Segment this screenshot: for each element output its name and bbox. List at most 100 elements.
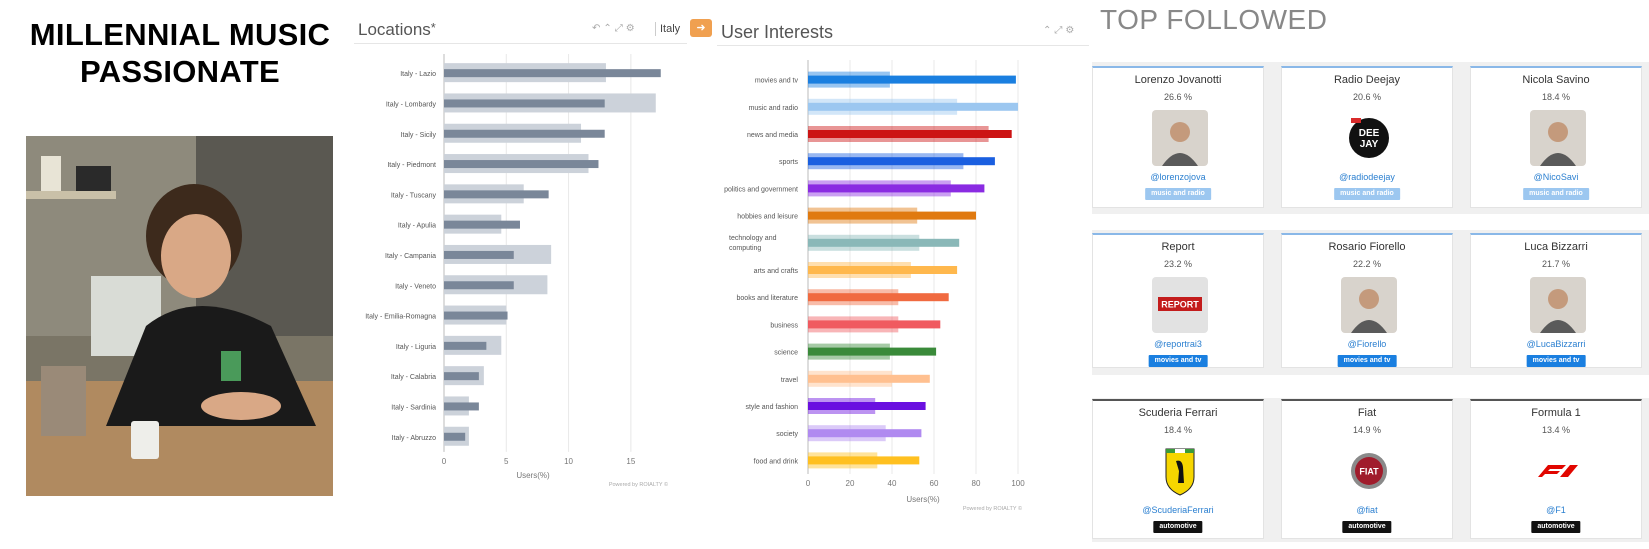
card-name: Report [1161, 241, 1195, 253]
x-axis-label: Users(%) [516, 471, 550, 480]
top-followed-card[interactable]: Formula 1 13.4 % @F1 automotive [1470, 399, 1642, 539]
bar-foreground [808, 266, 958, 274]
top-followed-card[interactable]: Nicola Savino 18.4 % @NicoSavi music and ra… [1470, 66, 1642, 208]
bar-foreground [808, 102, 1018, 111]
category-label: Italy - Campania [385, 253, 436, 260]
card-handle-link[interactable]: @NicoSavi [1533, 172, 1579, 182]
card-avatar[interactable] [1530, 277, 1586, 333]
card-avatar[interactable]: FIAT [1341, 443, 1397, 499]
bar-foreground [444, 432, 466, 441]
card-percentage: 18.4 % [1541, 92, 1571, 102]
interests-panel: User Interests ⌃⤢⚙ 0 20 40 60 80 100 movies an… [717, 16, 1089, 526]
top-followed-card[interactable]: Radio Deejay 20.6 % DEE JAY @radiodeejay musi… [1281, 66, 1453, 208]
card-name: Nicola Savino [1522, 74, 1590, 86]
card-percentage: 13.4 % [1541, 425, 1571, 435]
category-label: Italy - Apulia [398, 223, 436, 230]
country-go-button[interactable]: ➜ [690, 19, 712, 37]
card-avatar[interactable] [1530, 110, 1586, 166]
card-avatar[interactable] [1341, 277, 1397, 333]
bar-foreground [808, 184, 985, 193]
card-category-tag: movies and tv [1148, 355, 1208, 367]
card-percentage: 22.2 % [1352, 259, 1382, 269]
card-category-tag: movies and tv [1337, 355, 1397, 367]
card-percentage: 26.6 % [1163, 92, 1193, 102]
expand-icon[interactable]: ⤢ [1054, 25, 1066, 36]
x-tick-label: 15 [626, 457, 635, 466]
persona-photo-illustration [26, 136, 333, 496]
card-percentage: 23.2 % [1163, 259, 1193, 269]
card-name: Luca Bizzarri [1524, 241, 1588, 253]
bar-foreground [444, 220, 520, 229]
card-avatar[interactable] [1152, 110, 1208, 166]
card-handle-link[interactable]: @fiat [1356, 505, 1378, 515]
top-followed-card[interactable]: Rosario Fiorello 22.2 % @Fiorello movies an… [1281, 233, 1453, 368]
category-label: science [774, 350, 798, 357]
category-label: travel [781, 377, 799, 384]
bar-foreground [444, 341, 487, 350]
bar-foreground [808, 429, 922, 438]
card-handle-link[interactable]: @F1 [1546, 505, 1566, 515]
bar-foreground [808, 456, 920, 465]
category-label: sports [779, 159, 799, 166]
category-label: music and radio [749, 105, 799, 112]
locations-panel: Locations* ↶⌃⤢⚙ Italy 0 5 10 15 Italy - Lazi… [354, 14, 687, 514]
card-name: Fiat [1357, 407, 1377, 419]
top-followed-card[interactable]: Lorenzo Jovanotti 26.6 % @lorenzojova music… [1092, 66, 1264, 208]
top-followed-card[interactable]: Fiat 14.9 % FIAT @fiat automotive [1281, 399, 1453, 539]
card-handle-link[interactable]: @reportrai3 [1154, 339, 1202, 349]
svg-text:JAY: JAY [1360, 139, 1379, 150]
persona-photo [26, 136, 333, 496]
category-label: hobbies and leisure [737, 214, 798, 221]
ferrari-shield-icon [1152, 443, 1208, 499]
gear-icon[interactable]: ⚙ [1065, 25, 1078, 36]
bar-foreground [808, 238, 960, 247]
interests-tools: ⌃⤢⚙ [1043, 25, 1077, 36]
undo-icon[interactable]: ↶ [592, 23, 604, 34]
svg-text:FIAT: FIAT [1359, 467, 1379, 477]
card-percentage: 14.9 % [1352, 425, 1382, 435]
card-category-tag: automotive [1531, 521, 1581, 533]
locations-chart: 0 5 10 15 Italy - Lazio Italy - Lombardy Italy… [365, 54, 668, 488]
collapse-icon[interactable]: ⌃ [603, 23, 615, 34]
bar-foreground [444, 402, 479, 411]
card-name: Formula 1 [1531, 407, 1581, 419]
card-handle-link[interactable]: @radiodeejay [1339, 172, 1395, 182]
bar-foreground [808, 211, 976, 220]
country-selector-label[interactable]: Italy [660, 23, 681, 35]
divider [655, 22, 656, 36]
card-handle-link[interactable]: @lorenzojova [1150, 172, 1206, 182]
top-followed-card[interactable]: Report 23.2 % REPORT @reportrai3 movies and … [1092, 233, 1264, 368]
collapse-icon[interactable]: ⌃ [1043, 25, 1055, 36]
card-name: Rosario Fiorello [1328, 241, 1406, 253]
persona-title: MILLENNIAL MUSIC PASSIONATE [8, 16, 352, 90]
card-avatar[interactable] [1152, 443, 1208, 499]
card-avatar[interactable]: REPORT [1152, 277, 1208, 333]
card-percentage: 20.6 % [1352, 92, 1382, 102]
gear-icon[interactable]: ⚙ [625, 23, 638, 34]
card-percentage: 21.7 % [1541, 259, 1571, 269]
category-label: Italy - Lombardy [386, 101, 437, 108]
top-followed-card[interactable]: Luca Bizzarri 21.7 % @LucaBizzarri movies a… [1470, 233, 1642, 368]
x-tick-label: 100 [1011, 479, 1025, 488]
x-tick-label: 20 [846, 479, 855, 488]
card-handle-link[interactable]: @Fiorello [1347, 339, 1387, 349]
person-photo-icon [1152, 110, 1208, 166]
category-label: Italy - Piedmont [387, 162, 436, 169]
category-label: politics and government [724, 186, 798, 193]
bar-foreground [808, 157, 995, 166]
interests-chart: 0 20 40 60 80 100 movies and tv music and radio… [724, 60, 1025, 512]
category-label: Italy - Sardinia [391, 404, 436, 411]
top-followed-card[interactable]: Scuderia Ferrari 18.4 % @ScuderiaFerrari au… [1092, 399, 1264, 539]
bar-foreground [444, 250, 514, 259]
card-handle-link[interactable]: @LucaBizzarri [1526, 339, 1586, 349]
category-label: Italy - Lazio [400, 71, 436, 78]
card-handle-link[interactable]: @ScuderiaFerrari [1142, 505, 1214, 515]
persona-title-line2: PASSIONATE [80, 54, 280, 89]
x-tick-label: 60 [930, 479, 939, 488]
card-avatar[interactable]: DEE JAY [1341, 110, 1397, 166]
card-avatar[interactable] [1530, 443, 1586, 499]
expand-icon[interactable]: ⤢ [614, 23, 626, 34]
person-photo-icon [1530, 277, 1586, 333]
bar-foreground [808, 320, 941, 329]
